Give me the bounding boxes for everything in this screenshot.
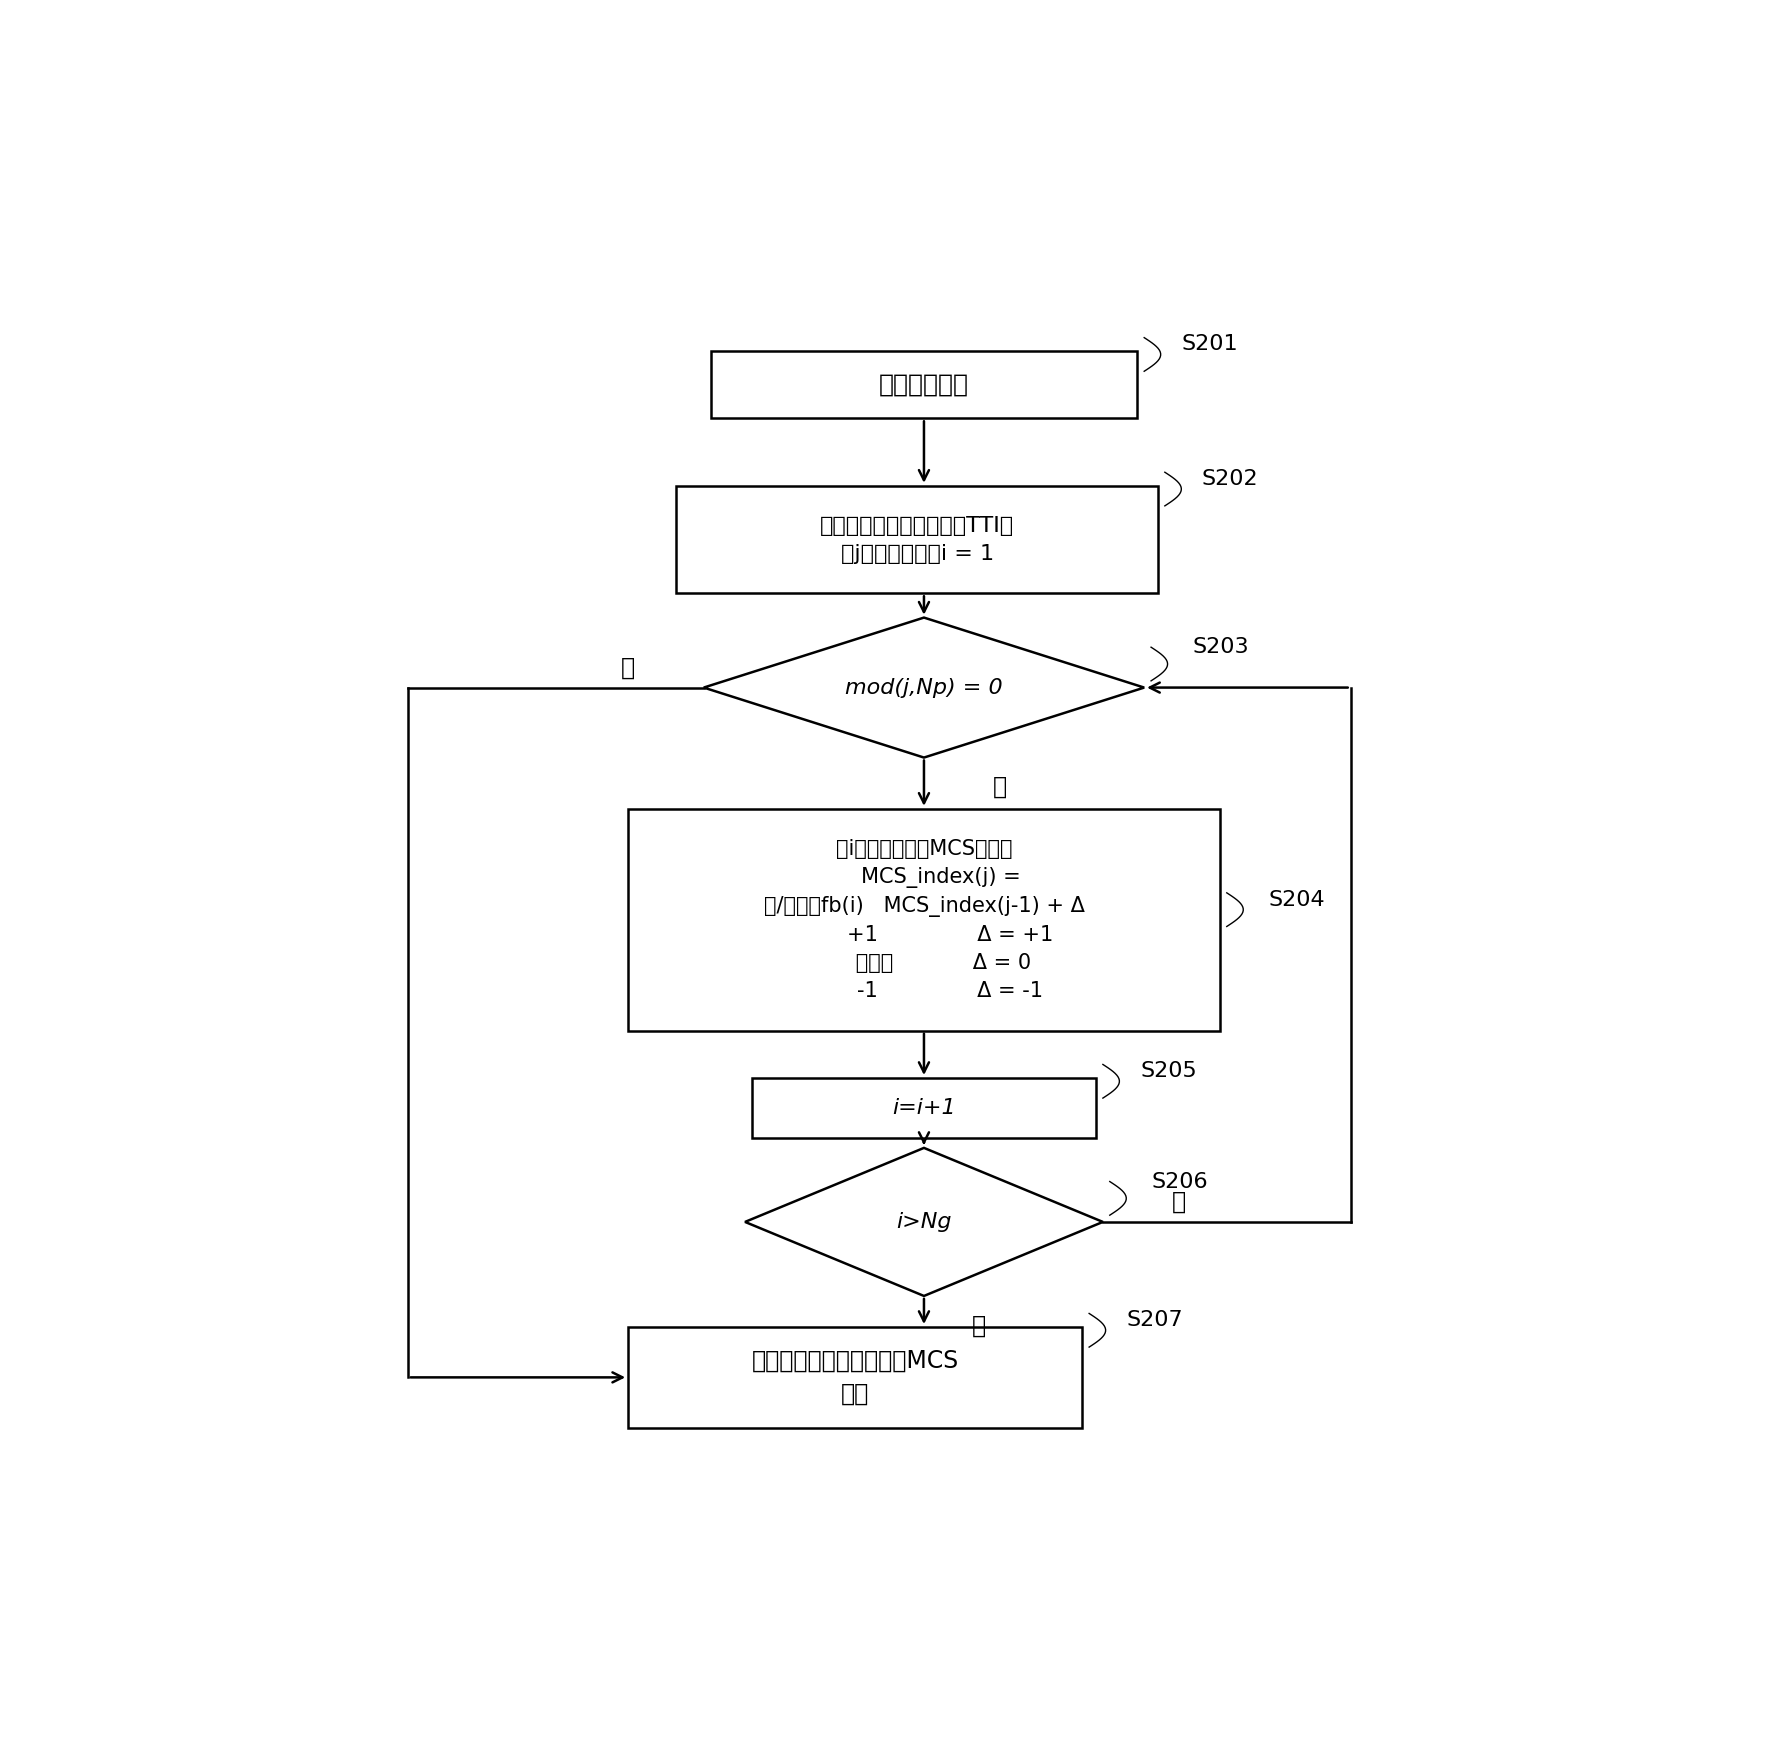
Text: S201: S201 xyxy=(1181,334,1238,355)
Text: 接收反馈信息: 接收反馈信息 xyxy=(879,372,970,397)
Text: S206: S206 xyxy=(1151,1171,1208,1192)
Polygon shape xyxy=(703,617,1144,757)
Bar xyxy=(751,1079,1096,1138)
Text: 是: 是 xyxy=(971,1313,986,1337)
Text: 否: 否 xyxy=(993,774,1007,799)
Text: S203: S203 xyxy=(1192,638,1249,657)
Text: S204: S204 xyxy=(1268,890,1325,909)
Text: i>Ng: i>Ng xyxy=(897,1211,952,1232)
Text: 获取反馈信息所在时刻的TTI序
号j，选取子带号i = 1: 获取反馈信息所在时刻的TTI序 号j，选取子带号i = 1 xyxy=(821,516,1014,563)
Text: 是: 是 xyxy=(622,656,636,680)
Text: i=i+1: i=i+1 xyxy=(892,1098,955,1119)
Bar xyxy=(629,1327,1082,1428)
Text: S207: S207 xyxy=(1126,1311,1183,1330)
Polygon shape xyxy=(746,1148,1103,1295)
Text: 否: 否 xyxy=(1172,1190,1186,1213)
Text: S202: S202 xyxy=(1202,468,1259,489)
Bar xyxy=(629,809,1220,1031)
Bar xyxy=(710,351,1137,418)
Text: S205: S205 xyxy=(1140,1061,1197,1082)
Text: 第i天线当前时刻MCS索引：
     MCS_index(j) =
上/下指令fb(i)   MCS_index(j-1) + Δ
        +1   : 第i天线当前时刻MCS索引： MCS_index(j) = 上/下指令fb(i)… xyxy=(764,839,1085,1002)
Text: 更新各子带和整个频带的MCS
索引: 更新各子带和整个频带的MCS 索引 xyxy=(751,1349,959,1405)
Text: mod(j,Np) = 0: mod(j,Np) = 0 xyxy=(845,678,1003,697)
Bar xyxy=(677,486,1158,593)
